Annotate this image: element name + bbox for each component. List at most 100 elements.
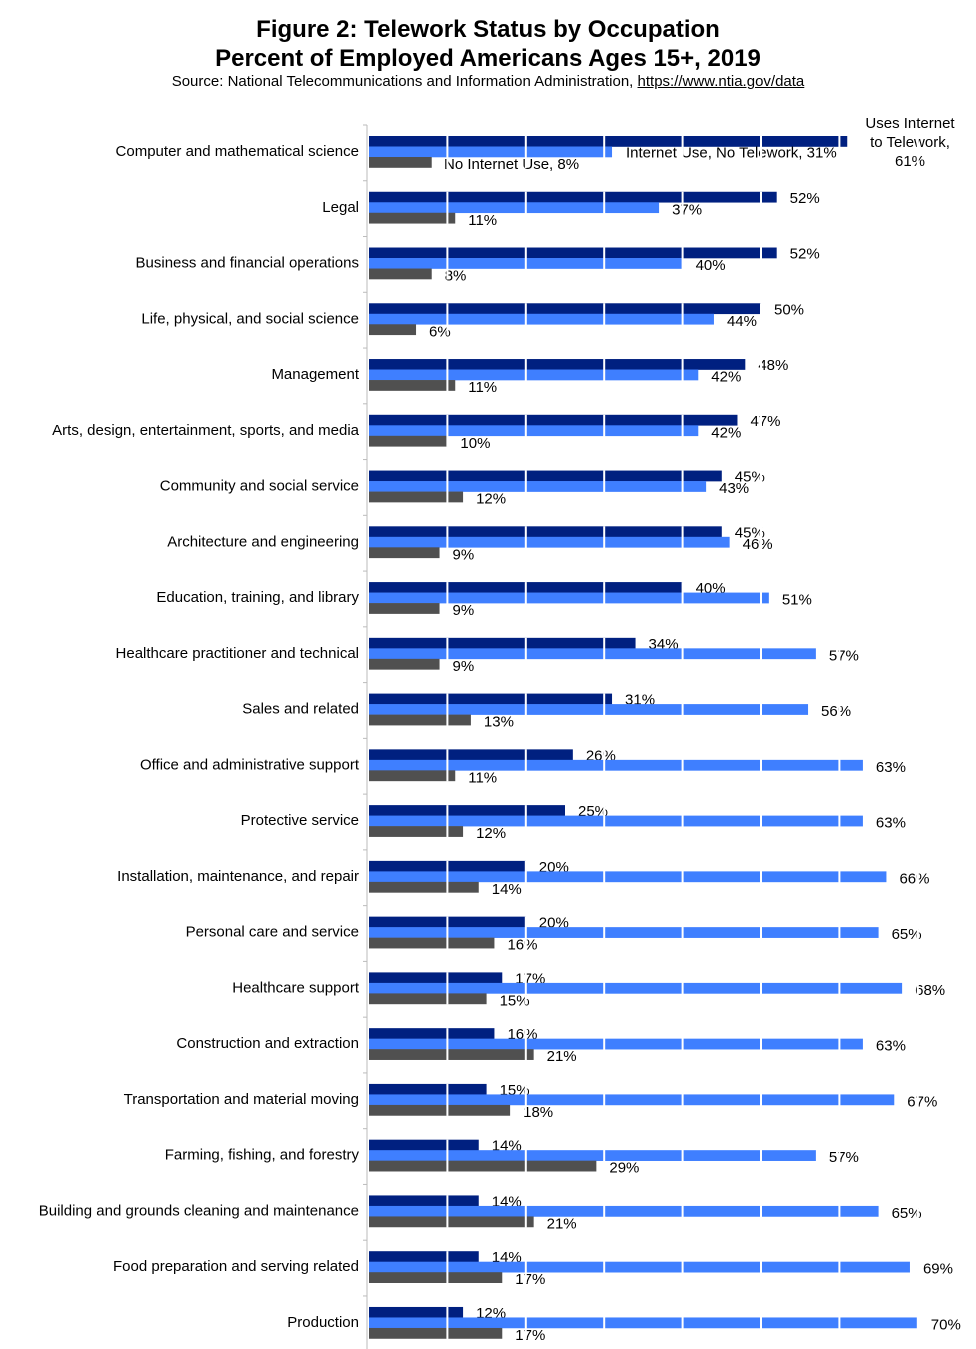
category-label: Transportation and material moving bbox=[124, 1091, 359, 1108]
data-label: 44% bbox=[727, 313, 757, 330]
bar-telework bbox=[369, 805, 565, 816]
bar-telework bbox=[369, 637, 636, 649]
data-label: 63% bbox=[876, 1038, 906, 1055]
data-label: 40% bbox=[696, 257, 726, 274]
bar-no-telework bbox=[369, 1205, 879, 1217]
bar-no-telework bbox=[369, 1317, 918, 1329]
bar-no-telework bbox=[369, 425, 699, 437]
category-label: Healthcare practitioner and technical bbox=[116, 645, 359, 662]
data-label: 11% bbox=[468, 769, 497, 786]
data-label: 45% bbox=[735, 469, 765, 486]
bar-telework bbox=[369, 136, 848, 147]
chart-subtitle: Percent of Employed Americans Ages 15+, … bbox=[215, 45, 761, 72]
data-label: 70% bbox=[931, 1316, 961, 1333]
category-label: Healthcare support bbox=[232, 979, 360, 996]
bar-no-telework bbox=[369, 815, 863, 827]
data-label: 42% bbox=[711, 424, 741, 441]
data-label: 10% bbox=[460, 435, 490, 452]
bar-no-internet bbox=[369, 380, 456, 391]
category-label: Computer and mathematical science bbox=[116, 143, 359, 160]
category-label: Installation, maintenance, and repair bbox=[117, 868, 359, 885]
data-label: 52% bbox=[790, 246, 820, 263]
data-label: 66% bbox=[899, 870, 929, 887]
data-label: 51% bbox=[782, 592, 812, 609]
bar-telework bbox=[369, 1306, 464, 1318]
data-label: 65% bbox=[892, 926, 922, 943]
bar-no-internet bbox=[369, 714, 471, 726]
bar-no-telework bbox=[369, 369, 699, 381]
bar-no-internet bbox=[369, 268, 432, 280]
data-label: 9% bbox=[453, 546, 475, 563]
bar-telework bbox=[369, 359, 746, 370]
data-label: 6% bbox=[429, 323, 451, 340]
category-label: Sales and related bbox=[242, 701, 359, 718]
category-label: Life, physical, and social science bbox=[141, 310, 359, 327]
data-label: 11% bbox=[468, 212, 497, 229]
data-label: 21% bbox=[547, 1215, 577, 1232]
data-label: Uses Internet bbox=[865, 115, 955, 132]
bar-telework bbox=[369, 470, 722, 482]
category-label: Food preparation and serving related bbox=[113, 1258, 359, 1275]
data-label: Internet Use, No Telework, 31% bbox=[626, 145, 837, 162]
bar-no-telework bbox=[369, 759, 863, 771]
bar-no-internet bbox=[369, 1216, 534, 1228]
data-label: 16% bbox=[507, 937, 537, 954]
bar-telework bbox=[369, 1083, 487, 1095]
category-label: Production bbox=[287, 1314, 359, 1331]
bar-no-telework bbox=[369, 536, 730, 548]
data-label: 50% bbox=[774, 301, 804, 318]
bar-telework bbox=[369, 749, 573, 761]
data-label: 52% bbox=[790, 190, 820, 207]
bar-no-internet bbox=[369, 603, 440, 614]
bar-no-telework bbox=[369, 481, 707, 492]
data-label: 63% bbox=[876, 815, 906, 832]
bar-no-telework bbox=[369, 871, 887, 883]
data-label: 9% bbox=[453, 602, 475, 619]
category-label: Building and grounds cleaning and mainte… bbox=[39, 1202, 359, 1219]
bar-no-internet bbox=[369, 157, 432, 168]
data-label: 47% bbox=[750, 413, 780, 430]
source-link[interactable]: https://www.ntia.gov/data bbox=[637, 73, 805, 90]
data-label: to Telework, bbox=[870, 134, 950, 151]
data-label: 56% bbox=[821, 703, 851, 720]
data-label: 57% bbox=[829, 647, 859, 664]
bar-telework bbox=[369, 1139, 479, 1151]
data-label: 67% bbox=[907, 1093, 937, 1110]
category-label: Community and social service bbox=[160, 478, 359, 495]
bar-no-internet bbox=[369, 491, 464, 503]
bar-no-internet bbox=[369, 547, 440, 559]
data-label: 46% bbox=[743, 536, 773, 553]
data-label: 9% bbox=[453, 658, 475, 675]
bar-telework bbox=[369, 1195, 479, 1207]
bar-no-internet bbox=[369, 881, 479, 893]
category-label: Architecture and engineering bbox=[167, 533, 359, 550]
category-label: Business and financial operations bbox=[136, 255, 359, 272]
data-label: 17% bbox=[515, 1271, 545, 1288]
bar-no-internet bbox=[369, 212, 456, 224]
data-label: 43% bbox=[719, 480, 749, 497]
data-label: 29% bbox=[609, 1160, 639, 1177]
bar-no-telework bbox=[369, 704, 809, 715]
bar-no-internet bbox=[369, 658, 440, 670]
bar-no-internet bbox=[369, 937, 495, 949]
bar-no-internet bbox=[369, 1104, 511, 1116]
source-text: Source: National Telecommunications and … bbox=[171, 73, 634, 90]
bar-no-internet bbox=[369, 1160, 597, 1172]
bar-no-telework bbox=[369, 982, 903, 994]
data-label: 42% bbox=[711, 369, 741, 386]
data-label: 57% bbox=[829, 1149, 859, 1166]
data-label: 63% bbox=[876, 759, 906, 776]
bar-no-internet bbox=[369, 1049, 534, 1060]
bar-no-internet bbox=[369, 826, 464, 837]
bar-telework bbox=[369, 693, 613, 705]
data-label: 15% bbox=[500, 992, 530, 1009]
category-label: Construction and extraction bbox=[176, 1035, 359, 1052]
bar-no-telework bbox=[369, 648, 816, 660]
chart-source: Source: National Telecommunications and … bbox=[0, 73, 976, 90]
bar-no-internet bbox=[369, 1272, 503, 1283]
bar-no-internet bbox=[369, 770, 456, 782]
bar-no-telework bbox=[369, 927, 879, 938]
data-label: 18% bbox=[523, 1104, 553, 1121]
data-label: 68% bbox=[915, 982, 945, 999]
bar-no-telework bbox=[369, 146, 613, 158]
